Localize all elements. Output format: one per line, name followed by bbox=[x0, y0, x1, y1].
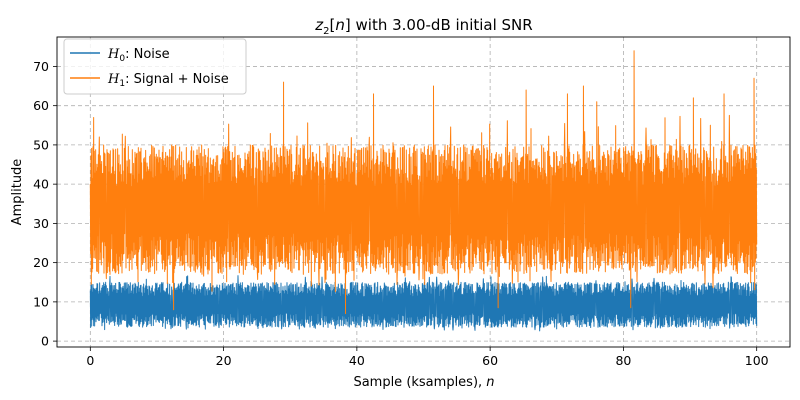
y-tick-label: 20 bbox=[33, 255, 49, 270]
y-tick-label: 0 bbox=[41, 334, 49, 349]
chart-title: z2[n] with 3.00-dB initial SNR bbox=[314, 16, 532, 37]
x-tick-label: 100 bbox=[745, 353, 769, 368]
legend-label-h1: H1: Signal + Noise bbox=[107, 72, 229, 89]
series-h0-line bbox=[89, 275, 758, 332]
x-tick-label: 0 bbox=[86, 353, 94, 368]
x-axis: 0 20 40 60 80 100 bbox=[86, 347, 769, 368]
y-tick-label: 30 bbox=[33, 216, 49, 231]
x-tick-label: 60 bbox=[482, 353, 498, 368]
y-tick-label: 10 bbox=[33, 294, 49, 309]
y-axis: 0 10 20 30 40 50 60 70 bbox=[33, 59, 57, 349]
x-tick-label: 40 bbox=[349, 353, 365, 368]
y-tick-label: 50 bbox=[33, 137, 49, 152]
legend-label-h0: H0: Noise bbox=[107, 47, 170, 64]
series-line bbox=[89, 50, 758, 315]
y-axis-title: Amplitude bbox=[10, 159, 25, 226]
x-tick-label: 80 bbox=[615, 353, 631, 368]
series-line bbox=[89, 275, 758, 332]
x-axis-title: Sample (ksamples), n bbox=[353, 375, 494, 390]
legend-box bbox=[63, 38, 247, 95]
y-tick-label: 60 bbox=[33, 98, 49, 113]
legend: H0: Noise H1: Signal + Noise bbox=[63, 38, 247, 95]
plot-frame bbox=[56, 36, 791, 348]
series-h1-line bbox=[89, 50, 758, 315]
y-tick-label: 70 bbox=[33, 59, 49, 74]
x-tick-label: 20 bbox=[216, 353, 232, 368]
y-tick-label: 40 bbox=[33, 177, 49, 192]
